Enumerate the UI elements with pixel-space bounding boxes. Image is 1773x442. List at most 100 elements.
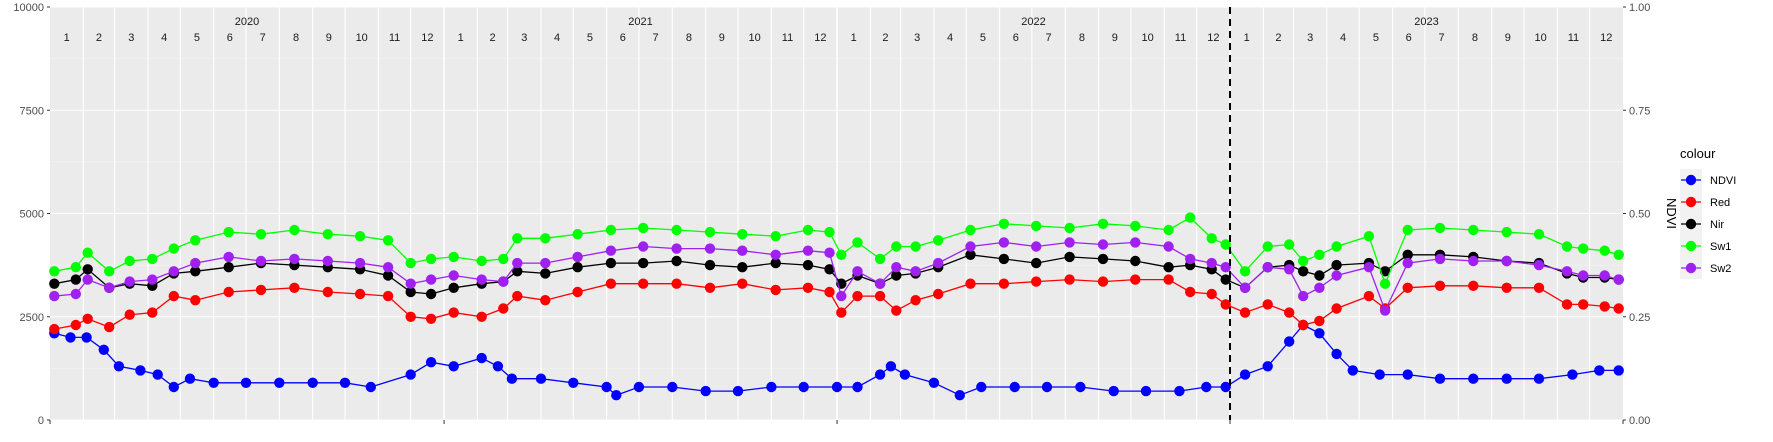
data-point-red	[1434, 280, 1446, 291]
y-right-tick-label: 1.00	[1629, 2, 1650, 14]
data-point-red	[852, 290, 863, 302]
data-point-ndvi	[1108, 385, 1119, 397]
data-point-red	[382, 290, 394, 302]
legend-key-point	[1685, 218, 1697, 230]
month-label: 7	[653, 32, 659, 44]
data-point-red	[70, 319, 82, 331]
data-point-sw1	[671, 224, 682, 236]
data-point-sw1	[354, 231, 366, 242]
data-point-sw1	[1130, 220, 1141, 232]
data-point-nir	[671, 255, 682, 267]
data-point-sw1	[1163, 224, 1174, 236]
data-point-sw1	[1501, 226, 1512, 238]
data-point-sw2	[704, 243, 716, 254]
data-point-sw2	[852, 266, 863, 277]
legend-key-point	[1685, 240, 1697, 252]
month-label: 3	[521, 32, 527, 44]
month-label: 11	[1568, 32, 1579, 44]
data-point-sw1	[704, 226, 716, 238]
data-point-sw2	[1331, 270, 1342, 281]
data-point-red	[572, 286, 583, 298]
data-point-sw1	[124, 255, 135, 267]
data-point-red	[425, 313, 437, 324]
month-label: 8	[686, 32, 692, 44]
axes: 0 2500 5000 7500 10000 0.00 0.25 0.50 0.75 1.00 ND…	[13, 2, 1679, 427]
data-point-ndvi	[798, 381, 809, 393]
data-point-sw2	[1434, 253, 1446, 265]
data-point-sw2	[1599, 270, 1610, 281]
data-point-sw1	[824, 226, 835, 238]
data-point-sw2	[1239, 282, 1251, 293]
data-point-sw2	[354, 257, 366, 269]
data-point-sw1	[933, 235, 944, 246]
data-point-sw1	[476, 255, 487, 267]
data-point-red	[1064, 274, 1075, 285]
month-label: 4	[947, 32, 953, 44]
data-point-red	[512, 290, 523, 302]
month-label: 7	[1439, 32, 1445, 44]
data-point-sw1	[1363, 231, 1375, 242]
data-point-nir	[1314, 270, 1325, 281]
data-point-sw1	[998, 218, 1010, 229]
data-point-ndvi	[1594, 365, 1605, 376]
data-point-sw1	[255, 229, 267, 240]
month-label: 2	[1275, 32, 1281, 44]
data-point-red	[476, 311, 487, 322]
data-point-sw1	[836, 249, 847, 260]
data-point-ndvi	[152, 369, 163, 380]
data-point-red	[405, 311, 416, 322]
data-point-ndvi	[492, 361, 504, 372]
data-point-ndvi	[667, 381, 678, 393]
month-label: 12	[1207, 32, 1219, 44]
data-point-sw2	[737, 245, 748, 256]
data-point-sw2	[802, 245, 814, 256]
data-point-red	[1185, 286, 1196, 298]
month-label: 3	[128, 32, 134, 44]
data-point-ndvi	[1075, 381, 1086, 393]
legend-key-point	[1685, 174, 1697, 186]
data-point-sw1	[1379, 278, 1391, 289]
data-point-nir	[998, 253, 1010, 265]
data-point-ndvi	[405, 369, 416, 380]
data-point-red	[1331, 303, 1342, 314]
series-sw1	[49, 212, 1624, 289]
legend: colour NDVI Red Nir Sw1 Sw2	[1680, 146, 1736, 279]
data-point-ndvi	[1041, 381, 1053, 393]
data-point-sw2	[168, 266, 179, 277]
data-point-ndvi	[1140, 385, 1152, 397]
month-label: 12	[1600, 32, 1612, 44]
data-point-red	[998, 278, 1010, 289]
data-point-sw2	[1031, 241, 1042, 252]
data-point-ndvi	[506, 373, 518, 384]
data-point-sw2	[512, 257, 523, 269]
data-point-red	[1578, 299, 1589, 310]
data-point-nir	[965, 249, 976, 260]
month-label: 10	[749, 32, 761, 44]
data-point-red	[147, 307, 158, 318]
data-point-sw2	[1501, 255, 1512, 267]
data-point-red	[770, 284, 781, 296]
data-point-ndvi	[1262, 361, 1273, 372]
data-point-nir	[1379, 266, 1391, 277]
data-point-ndvi	[65, 332, 76, 343]
data-point-red	[289, 282, 300, 293]
month-label: 2	[882, 32, 888, 44]
data-point-sw1	[1284, 239, 1295, 250]
y-right-tick-label: 0.00	[1629, 415, 1650, 427]
data-point-ndvi	[1374, 369, 1385, 380]
data-point-sw1	[1468, 224, 1479, 236]
data-point-red	[933, 288, 944, 300]
y-right-tick-label: 0.25	[1629, 312, 1650, 324]
data-point-ndvi	[535, 373, 547, 384]
data-point-ndvi	[700, 385, 711, 397]
data-point-nir	[1298, 266, 1309, 277]
data-point-nir	[425, 288, 437, 300]
data-point-sw1	[572, 229, 583, 240]
data-point-sw1	[1185, 212, 1196, 223]
month-label: 5	[587, 32, 593, 44]
data-point-nir	[1064, 251, 1075, 263]
data-point-ndvi	[1533, 373, 1545, 384]
data-point-nir	[382, 270, 394, 281]
data-point-ndvi	[611, 390, 622, 401]
month-label: 5	[1373, 32, 1379, 44]
